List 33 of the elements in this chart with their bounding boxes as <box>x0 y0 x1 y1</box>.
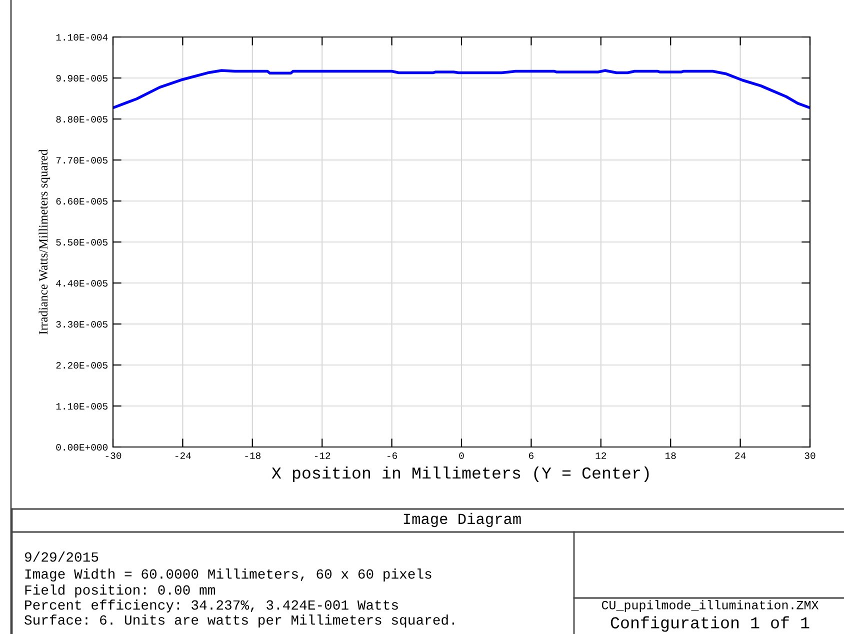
text: Percent efficiency: 34.237%, 3.424E-001 Watts <box>25 600 398 612</box>
x-tick-label: 24 <box>735 452 746 459</box>
text: 9/29/2015 <box>24 552 98 562</box>
x-tick-label: -6 <box>388 452 397 459</box>
x-tick-label: 12 <box>596 452 606 459</box>
y-tick-label: 5.50E-005 <box>56 239 108 246</box>
y-tick-label: 3.30E-005 <box>56 321 108 328</box>
y-tick-label: 6.60E-005 <box>56 198 108 205</box>
x-tick-label: 18 <box>665 452 676 459</box>
line-series <box>113 69 810 110</box>
text: Field position: 0.00 mm <box>25 584 215 598</box>
x-tick-label: 6 <box>529 452 534 459</box>
y-tick-label: 7.70E-005 <box>56 157 108 164</box>
y-axis-title: Irradiance Watts/Millimeters squared <box>38 149 50 334</box>
x-tick-label: -12 <box>314 452 330 459</box>
y-tick-label: 1.10E-004 <box>56 34 108 41</box>
x-tick-label: 30 <box>804 452 816 459</box>
y-tick-label: 0.00E+000 <box>56 444 108 451</box>
x-tick-label: -24 <box>176 452 191 459</box>
y-tick-label: 2.20E-005 <box>56 362 108 369</box>
y-tick-label: 4.40E-005 <box>56 280 108 287</box>
x-tick-label: -18 <box>245 452 261 459</box>
y-tick-label: 1.10E-005 <box>56 403 108 410</box>
text: Configuration 1 of 1 <box>610 616 810 632</box>
text: Surface: 6. Units are watts per Millimeters squared. <box>24 614 454 628</box>
text: Image Diagram <box>404 512 521 528</box>
text: Image Width = 60.0000 Millimeters, 60 x 60 pixels <box>25 568 432 582</box>
y-tick-label: 8.80E-005 <box>56 116 108 123</box>
text: CU_pupilmode_illumination.ZMX <box>602 600 819 612</box>
y-tick-label: 9.90E-005 <box>56 75 108 82</box>
x-axis-title: X position in Millimeters (Y = Center) <box>272 466 649 482</box>
x-tick-label: -30 <box>106 452 122 459</box>
x-tick-label: 0 <box>459 452 464 459</box>
